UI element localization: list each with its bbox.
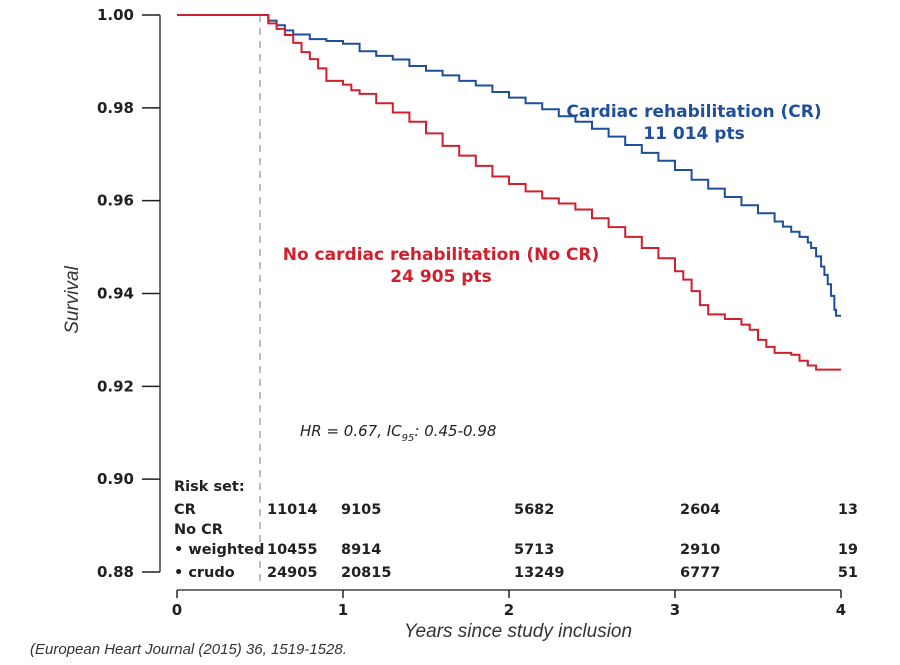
y-tick-label: 0.94: [97, 285, 134, 303]
series-label-nocr-count: 24 905 pts: [390, 267, 491, 287]
risk-cell: 10455: [267, 542, 317, 558]
y-axis-title: Survival: [62, 265, 83, 333]
risk-row-label: • weighted: [174, 542, 264, 558]
series-label-cr-title: Cardiac rehabilitation (CR): [566, 102, 821, 122]
y-tick-label: 0.88: [97, 563, 134, 581]
risk-table-title: Risk set:: [174, 479, 245, 495]
citation: (European Heart Journal (2015) 36, 1519-…: [30, 641, 347, 658]
series-label-cr-count: 11 014 pts: [643, 124, 744, 144]
x-ticks: 0 1 2 3 4: [172, 590, 846, 619]
hr-suffix: : 0.45-0.98: [414, 422, 496, 440]
x-axis: 0 1 2 3 4 Years since study inclusion: [172, 589, 846, 642]
risk-cell: 24905: [267, 565, 317, 581]
risk-cell: 20815: [341, 565, 391, 581]
y-tick-label: 0.98: [97, 99, 134, 117]
risk-cell: 2604: [680, 502, 720, 518]
risk-row-label: • crudo: [174, 565, 235, 581]
x-tick-label: 3: [670, 601, 680, 619]
risk-cell: 5713: [514, 542, 554, 558]
risk-cell: 51: [838, 565, 858, 581]
risk-row-label: No CR: [174, 522, 223, 538]
risk-cell: 9105: [341, 502, 381, 518]
series-group: [177, 14, 841, 371]
risk-cell: 5682: [514, 502, 554, 518]
x-tick-label: 2: [504, 601, 514, 619]
risk-cell: 13: [838, 502, 858, 518]
risk-cell: 2910: [680, 542, 720, 558]
y-tick-label: 0.90: [97, 470, 134, 488]
y-tick-label: 1.00: [97, 6, 134, 24]
risk-cell: 6777: [680, 565, 720, 581]
hazard-ratio-annotation: HR = 0.67, IC95: 0.45-0.98: [300, 422, 496, 444]
hr-subscript: 95: [402, 433, 415, 444]
x-tick-label: 1: [338, 601, 348, 619]
risk-table: Risk set: CR 11014 9105 5682 2604 13 No CR • we…: [174, 479, 858, 581]
series-label-nocr-title: No cardiac rehabilitation (No CR): [283, 245, 600, 265]
y-tick-label: 0.96: [97, 192, 134, 210]
series-line-no-cr: [177, 14, 841, 371]
risk-cell: 11014: [267, 502, 317, 518]
x-tick-label: 0: [172, 601, 182, 619]
risk-cell: 8914: [341, 542, 381, 558]
x-tick-label: 4: [836, 601, 846, 619]
risk-row-label: CR: [174, 502, 196, 518]
hr-prefix: HR = 0.67, IC: [300, 422, 402, 440]
series-line-cr: [177, 14, 841, 317]
y-axis: 1.00 0.98 0.96 0.94 0.92 0.90 0.88 Survival: [62, 6, 161, 581]
y-tick-label: 0.92: [97, 377, 134, 395]
y-ticks: 1.00 0.98 0.96 0.94 0.92 0.90 0.88: [97, 6, 160, 581]
x-axis-title: Years since study inclusion: [404, 621, 632, 642]
risk-cell: 13249: [514, 565, 564, 581]
risk-cell: 19: [838, 542, 858, 558]
